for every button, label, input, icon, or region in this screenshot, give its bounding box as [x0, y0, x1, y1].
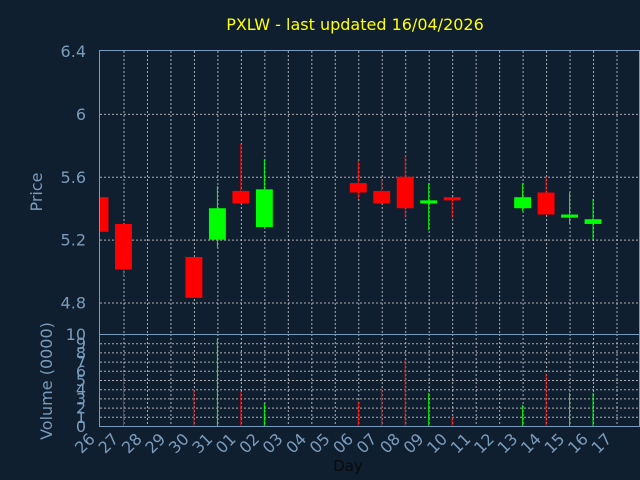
volume-tick-label: 6	[76, 362, 86, 381]
price-tick-label: 6.4	[61, 42, 86, 61]
price-tick-label: 6	[76, 105, 86, 124]
candle-body	[420, 200, 438, 204]
candle	[115, 223, 132, 276]
candle	[514, 183, 532, 212]
volume-tick-label: 10	[66, 325, 86, 344]
candle-body	[537, 192, 555, 215]
candle-body	[443, 197, 461, 201]
candle	[373, 178, 391, 204]
price-grid	[100, 51, 640, 334]
candle	[420, 183, 438, 231]
candle-body	[373, 190, 391, 204]
volume-tick-label: 8	[76, 343, 86, 362]
volume-axis-label: Volume (0000)	[37, 322, 56, 440]
candle	[443, 197, 461, 218]
candle-body	[115, 223, 132, 270]
candle	[185, 256, 203, 298]
price-y-ticks: 4.8 5.2 5.6 6 6.4	[61, 42, 86, 313]
candle-body	[255, 189, 273, 228]
volume-tick-label: 7	[76, 353, 86, 372]
candle-body	[232, 190, 250, 204]
candle-body	[100, 197, 109, 232]
price-tick-label: 4.8	[61, 294, 86, 313]
volume-grid	[100, 334, 640, 426]
candle	[561, 192, 579, 224]
candle	[349, 161, 367, 199]
volume-tick-label: 2	[76, 399, 86, 418]
candle-body	[208, 208, 226, 240]
candle	[208, 186, 226, 248]
candle-body	[396, 176, 414, 209]
price-tick-label: 5.2	[61, 231, 86, 250]
candle	[396, 154, 414, 218]
candle	[537, 176, 555, 215]
volume-tick-label: 0	[76, 417, 86, 436]
price-plot-frame	[99, 50, 640, 335]
chart-title: PXLW - last updated 16/04/2026	[226, 15, 484, 34]
candle	[99, 197, 109, 232]
volume-tick-label: 1	[76, 408, 86, 427]
price-candles	[99, 143, 602, 298]
candle-body	[185, 256, 203, 298]
price-tick-label: 5.6	[61, 168, 86, 187]
candle-body	[514, 197, 532, 209]
x-axis-label: Day	[333, 457, 363, 475]
price-axis-label: Price	[27, 172, 46, 211]
volume-bars	[122, 338, 594, 426]
candle-body	[561, 214, 579, 218]
candle	[584, 198, 602, 240]
candle	[255, 159, 273, 228]
volume-tick-label: 4	[76, 380, 86, 399]
volume-tick-label: 5	[76, 371, 86, 390]
volume-tick-label: 9	[76, 334, 86, 353]
candle-body	[584, 219, 602, 224]
candle-body	[349, 183, 367, 193]
x-ticks: 2627282930310102030405060708091011121314…	[71, 429, 615, 457]
volume-tick-label: 3	[76, 389, 86, 408]
candle	[232, 143, 250, 204]
x-tick-label: 17	[588, 429, 616, 457]
